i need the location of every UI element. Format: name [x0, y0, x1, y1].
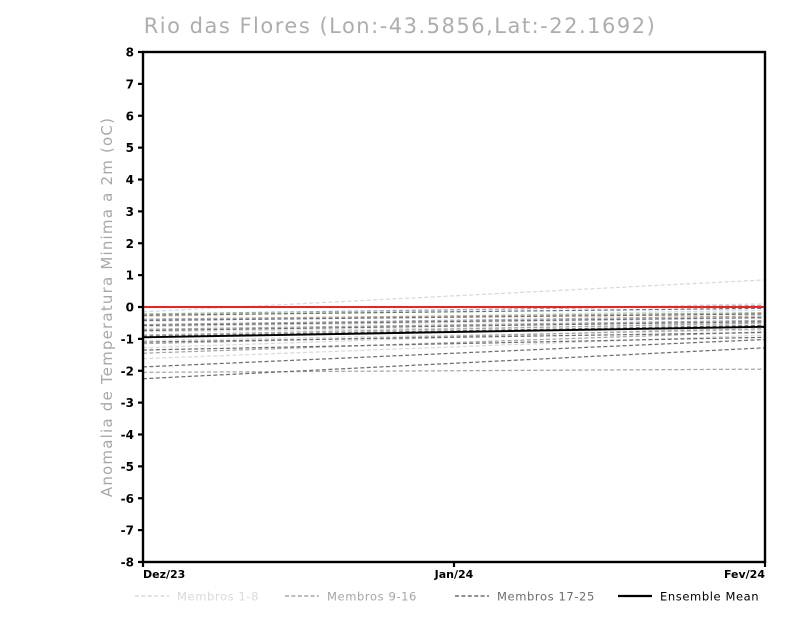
member-series: [142, 336, 766, 351]
x-tick-label: Fev/24: [724, 568, 765, 581]
y-tick-label: -8: [121, 556, 134, 570]
y-tick-label: -4: [121, 428, 134, 442]
ensemble-mean-series: [142, 325, 766, 339]
y-tick-label: -2: [121, 364, 134, 378]
member-series: [142, 317, 766, 328]
member-series: [142, 368, 766, 373]
y-axis-label: Anomalia de Temperatura Minima a 2m (oC): [98, 117, 116, 497]
y-tick-label: -6: [121, 492, 134, 506]
member-series: [142, 347, 766, 380]
member-series: [142, 315, 766, 326]
y-tick-label: 1: [126, 269, 134, 283]
member-series: [142, 331, 766, 354]
y-axis-ticks: 8 7 6 5 4 3 2 1 0 -1 -2 -3 -4 -5 -6 -7 -8: [121, 46, 143, 570]
y-tick-label: -1: [121, 332, 134, 346]
legend-label: Membros 1-8: [177, 590, 259, 604]
member-series: [142, 324, 766, 337]
member-series: [142, 321, 766, 332]
y-tick-label: 6: [126, 109, 134, 123]
member-series: [142, 323, 766, 333]
y-tick-label: 3: [126, 205, 134, 219]
legend-label: Membros 17-25: [497, 590, 595, 604]
chart-legend: Membros 1-8 Membros 9-16 Membros 17-25 Ense…: [135, 590, 759, 604]
member-series: [142, 319, 766, 330]
legend-label: Membros 9-16: [327, 590, 417, 604]
y-tick-label: 0: [126, 301, 134, 315]
y-tick-label: -3: [121, 396, 134, 410]
member-series: [142, 328, 766, 345]
member-series: [142, 313, 766, 322]
x-axis-ticks: Dez/23 Jan/24 Fev/24: [141, 562, 767, 581]
y-axis-title: Anomalia de Temperatura Minima a 2m (oC): [98, 117, 116, 497]
member-series: [142, 316, 766, 327]
y-tick-label: 2: [126, 237, 134, 251]
y-tick-label: -7: [121, 524, 134, 538]
y-tick-label: 5: [126, 141, 134, 155]
member-series: [142, 307, 766, 316]
chart-title: Rio das Flores (Lon:-43.5856,Lat:-22.169…: [143, 14, 657, 38]
y-tick-label: -5: [121, 460, 134, 474]
member-series: [142, 331, 766, 343]
member-series: [142, 304, 766, 315]
y-tick-label: 7: [126, 77, 134, 91]
legend-label: Ensemble Mean: [660, 590, 759, 604]
member-lines-layer: [142, 279, 766, 380]
y-tick-label: 4: [126, 173, 134, 187]
x-tick-label: Dez/23: [143, 568, 185, 581]
x-tick-label: Jan/24: [434, 568, 474, 581]
ensemble-mean-line: [142, 325, 766, 339]
member-series: [142, 312, 766, 320]
y-tick-label: 8: [126, 46, 134, 60]
member-series: [142, 322, 766, 336]
member-series: [142, 338, 766, 368]
